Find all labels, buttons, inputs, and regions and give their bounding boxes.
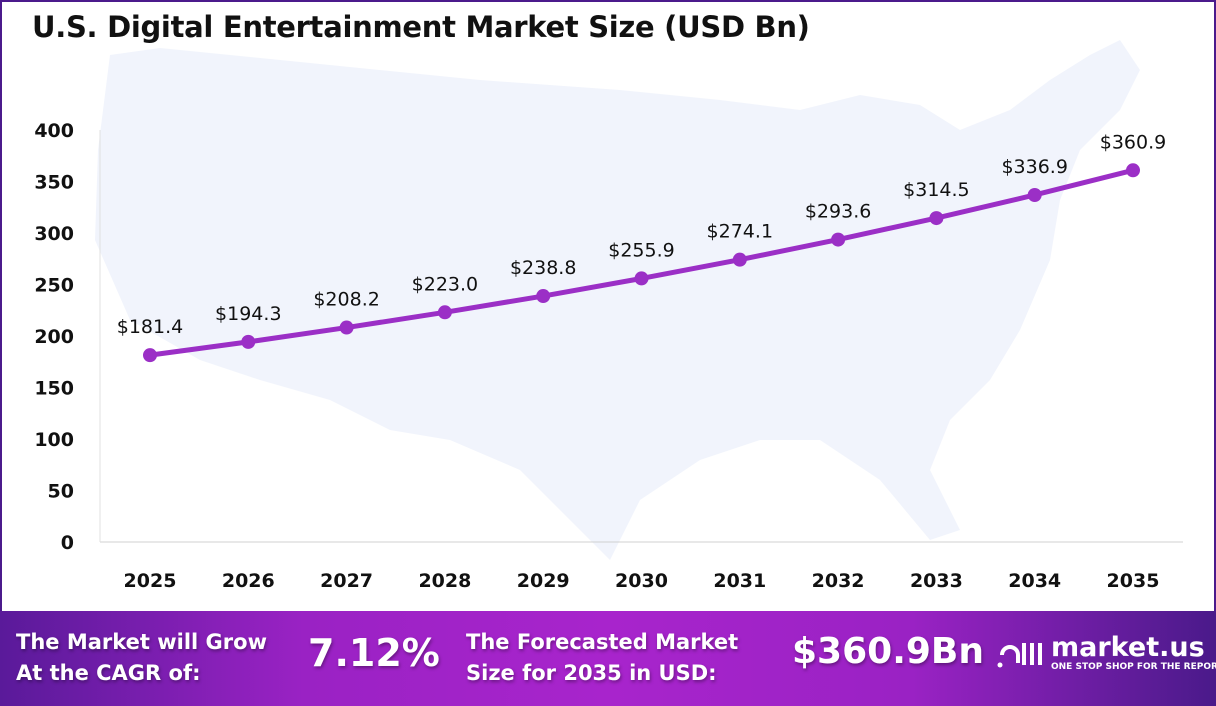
forecast-value: $360.9Bn (792, 631, 984, 672)
y-tick-label: 350 (34, 172, 74, 194)
x-tick-label: 2035 (1107, 570, 1160, 592)
us-map-background (95, 40, 1140, 560)
logo-mark-icon (997, 643, 1042, 668)
cagr-label-line1: The Market will Grow (16, 630, 267, 654)
x-tick-label: 2025 (124, 570, 177, 592)
data-point (1126, 163, 1140, 178)
cagr-value: 7.12% (308, 631, 440, 675)
data-point (831, 232, 846, 247)
data-label: $223.0 (412, 273, 478, 295)
data-point (437, 305, 452, 320)
line-chart: 0 50 100 150 200 250 300 350 400 2025 2026 2027 2028… (34, 40, 1183, 592)
data-label: $255.9 (608, 239, 674, 261)
y-tick-label: 200 (34, 326, 74, 348)
y-tick-label: 300 (34, 223, 74, 245)
data-point (339, 320, 354, 335)
data-point (536, 289, 551, 304)
forecast-label: The Forecasted Market Size for 2035 in U… (466, 627, 738, 689)
data-label: $194.3 (215, 303, 281, 325)
y-tick-label: 100 (34, 429, 74, 451)
x-tick-label: 2030 (615, 570, 668, 592)
data-label: $208.2 (313, 289, 379, 311)
chart-title: U.S. Digital Entertainment Market Size (… (32, 10, 810, 44)
forecast-label-line2: Size for 2035 in USD: (466, 661, 717, 685)
data-label: $336.9 (1001, 156, 1067, 178)
data-point (143, 348, 157, 363)
data-label: $360.9 (1100, 131, 1166, 153)
y-tick-label: 250 (34, 275, 74, 297)
x-tick-label: 2028 (418, 570, 471, 592)
data-point (1027, 187, 1042, 202)
chart-frame (0, 0, 1216, 612)
y-tick-label: 400 (34, 120, 74, 142)
x-tick-label: 2026 (222, 570, 275, 592)
logo-tagline: ONE STOP SHOP FOR THE REPORTS (1051, 661, 1216, 672)
data-label: $293.6 (805, 201, 871, 223)
data-label: $274.1 (707, 221, 773, 243)
x-tick-label: 2033 (910, 570, 963, 592)
x-tick-label: 2027 (320, 570, 373, 592)
data-label: $238.8 (510, 257, 576, 279)
cagr-label-line2: At the CAGR of: (16, 661, 201, 685)
y-tick-label: 0 (61, 532, 74, 554)
summary-banner: The Market will Grow At the CAGR of: 7.1… (0, 611, 1216, 706)
logo-name: market.us (1051, 631, 1205, 663)
x-tick-label: 2031 (713, 570, 766, 592)
y-tick-label: 50 (48, 481, 74, 503)
x-tick-label: 2032 (812, 570, 865, 592)
data-label: $181.4 (117, 316, 183, 338)
market-us-logo: market.us ONE STOP SHOP FOR THE REPORTS (996, 633, 1216, 673)
data-point (634, 271, 649, 286)
data-point (929, 211, 944, 226)
data-label: $314.5 (903, 179, 969, 201)
y-tick-label: 150 (34, 378, 74, 400)
data-point (241, 334, 256, 349)
x-tick-label: 2029 (517, 570, 570, 592)
x-tick-label: 2034 (1008, 570, 1061, 592)
cagr-label: The Market will Grow At the CAGR of: (16, 627, 267, 689)
forecast-label-line1: The Forecasted Market (466, 630, 739, 654)
data-point (732, 252, 747, 267)
